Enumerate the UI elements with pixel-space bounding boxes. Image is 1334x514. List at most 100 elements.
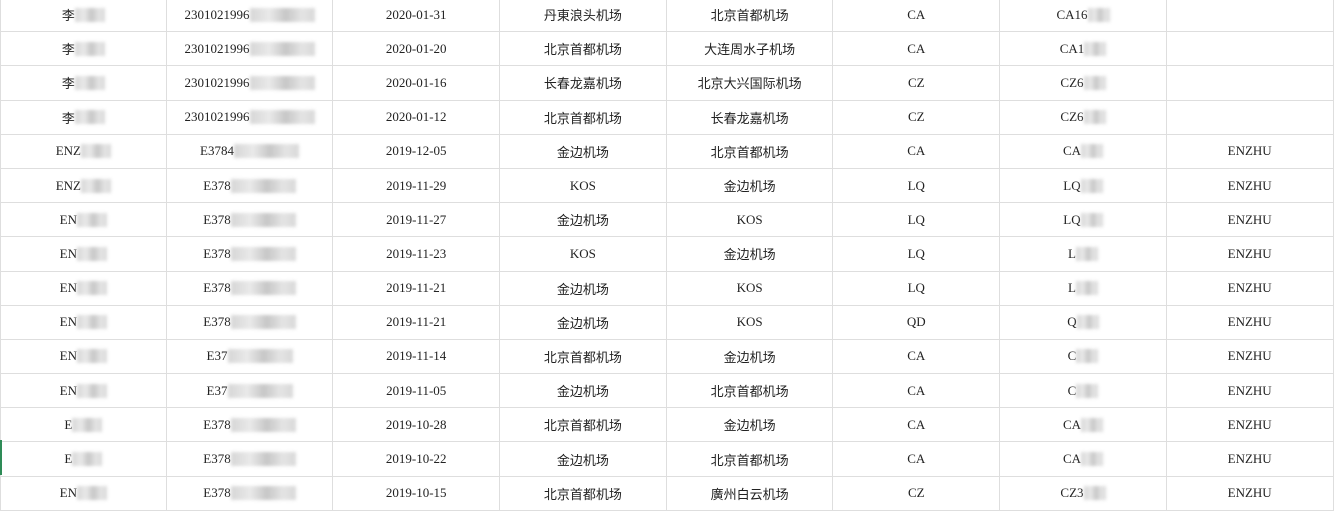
cell-flight[interactable]: LQ — [1000, 203, 1167, 237]
cell-airline[interactable]: LQ — [833, 168, 1001, 203]
cell-from[interactable]: 金边机场 — [500, 134, 667, 168]
cell-airline[interactable]: CZ — [833, 476, 1001, 510]
cell-flight[interactable]: C — [1000, 339, 1167, 374]
cell-date[interactable]: 2019-11-27 — [333, 203, 501, 237]
cell-to[interactable]: KOS — [667, 305, 834, 339]
cell-pinyin[interactable]: ENZHU — [1167, 408, 1334, 442]
cell-date[interactable]: 2020-01-20 — [333, 32, 501, 66]
cell-pinyin[interactable] — [1167, 100, 1334, 134]
cell-id[interactable]: E378 — [167, 168, 334, 203]
cell-id[interactable]: 2301021996 — [167, 32, 334, 66]
cell-from[interactable]: 北京首都机场 — [500, 100, 667, 134]
cell-name[interactable]: EN — [0, 271, 167, 305]
cell-from[interactable]: 金边机场 — [500, 271, 667, 305]
cell-name[interactable]: 李 — [0, 0, 167, 32]
cell-flight[interactable]: CA — [1000, 408, 1167, 442]
cell-to[interactable]: 金边机场 — [667, 339, 834, 374]
cell-id[interactable]: E3784 — [167, 134, 334, 168]
cell-date[interactable]: 2019-11-29 — [333, 168, 501, 203]
cell-date[interactable]: 2019-11-23 — [333, 237, 501, 271]
cell-airline[interactable]: CA — [833, 0, 1001, 32]
cell-date[interactable]: 2020-01-16 — [333, 66, 501, 100]
cell-name[interactable]: E — [0, 442, 167, 476]
cell-flight[interactable]: CZ6 — [1000, 66, 1167, 100]
cell-name[interactable]: EN — [0, 476, 167, 510]
cell-flight[interactable]: L — [1000, 237, 1167, 271]
cell-airline[interactable]: CA — [833, 408, 1001, 442]
cell-flight[interactable]: CA — [1000, 442, 1167, 476]
cell-from[interactable]: 北京首都机场 — [500, 476, 667, 510]
cell-airline[interactable]: CA — [833, 374, 1001, 408]
cell-pinyin[interactable] — [1167, 32, 1334, 66]
cell-airline[interactable]: CZ — [833, 66, 1001, 100]
cell-airline[interactable]: QD — [833, 305, 1001, 339]
cell-airline[interactable]: LQ — [833, 237, 1001, 271]
cell-id[interactable]: 2301021996 — [167, 0, 334, 32]
cell-date[interactable]: 2020-01-31 — [333, 0, 501, 32]
cell-flight[interactable]: LQ — [1000, 168, 1167, 203]
cell-pinyin[interactable]: ENZHU — [1167, 237, 1334, 271]
cell-name[interactable]: EN — [0, 305, 167, 339]
cell-date[interactable]: 2019-11-14 — [333, 339, 501, 374]
cell-id[interactable]: E378 — [167, 408, 334, 442]
cell-flight[interactable]: CA1 — [1000, 32, 1167, 66]
cell-date[interactable]: 2019-11-05 — [333, 374, 501, 408]
cell-id[interactable]: E378 — [167, 237, 334, 271]
cell-airline[interactable]: LQ — [833, 203, 1001, 237]
cell-flight[interactable]: CA — [1000, 134, 1167, 168]
cell-from[interactable]: 金边机场 — [500, 374, 667, 408]
cell-flight[interactable]: CZ3 — [1000, 476, 1167, 510]
cell-flight[interactable]: CA16 — [1000, 0, 1167, 32]
cell-pinyin[interactable]: ENZHU — [1167, 134, 1334, 168]
cell-id[interactable]: E37 — [167, 374, 334, 408]
cell-name[interactable]: 李 — [0, 66, 167, 100]
cell-pinyin[interactable]: ENZHU — [1167, 374, 1334, 408]
cell-from[interactable]: 金边机场 — [500, 203, 667, 237]
cell-id[interactable]: E37 — [167, 339, 334, 374]
cell-to[interactable]: 北京首都机场 — [667, 0, 834, 32]
cell-id[interactable]: E378 — [167, 271, 334, 305]
cell-date[interactable]: 2019-10-22 — [333, 442, 501, 476]
cell-from[interactable]: 北京首都机场 — [500, 408, 667, 442]
cell-name[interactable]: EN — [0, 203, 167, 237]
cell-id[interactable]: 2301021996 — [167, 100, 334, 134]
cell-to[interactable]: 北京首都机场 — [667, 134, 834, 168]
cell-from[interactable]: KOS — [500, 168, 667, 203]
cell-from[interactable]: KOS — [500, 237, 667, 271]
cell-date[interactable]: 2019-10-15 — [333, 476, 501, 510]
cell-flight[interactable]: CZ6 — [1000, 100, 1167, 134]
cell-to[interactable]: 金边机场 — [667, 237, 834, 271]
cell-flight[interactable]: L — [1000, 271, 1167, 305]
cell-to[interactable]: 北京首都机场 — [667, 374, 834, 408]
cell-from[interactable]: 长春龙嘉机场 — [500, 66, 667, 100]
cell-flight[interactable]: Q — [1000, 305, 1167, 339]
cell-airline[interactable]: CA — [833, 134, 1001, 168]
cell-pinyin[interactable] — [1167, 0, 1334, 32]
cell-date[interactable]: 2019-12-05 — [333, 134, 501, 168]
cell-pinyin[interactable]: ENZHU — [1167, 271, 1334, 305]
cell-flight[interactable]: C — [1000, 374, 1167, 408]
cell-pinyin[interactable]: ENZHU — [1167, 168, 1334, 203]
cell-from[interactable]: 北京首都机场 — [500, 339, 667, 374]
cell-name[interactable]: ENZ — [0, 134, 167, 168]
cell-id[interactable]: 2301021996 — [167, 66, 334, 100]
cell-id[interactable]: E378 — [167, 442, 334, 476]
cell-date[interactable]: 2019-11-21 — [333, 271, 501, 305]
cell-to[interactable]: 廣州白云机场 — [667, 476, 834, 510]
cell-name[interactable]: EN — [0, 339, 167, 374]
cell-from[interactable]: 北京首都机场 — [500, 32, 667, 66]
cell-name[interactable]: E — [0, 408, 167, 442]
cell-id[interactable]: E378 — [167, 305, 334, 339]
cell-to[interactable]: 大连周水子机场 — [667, 32, 834, 66]
cell-pinyin[interactable]: ENZHU — [1167, 203, 1334, 237]
cell-to[interactable]: KOS — [667, 271, 834, 305]
cell-from[interactable]: 丹東浪头机场 — [500, 0, 667, 32]
cell-pinyin[interactable]: ENZHU — [1167, 339, 1334, 374]
cell-name[interactable]: EN — [0, 374, 167, 408]
cell-pinyin[interactable]: ENZHU — [1167, 476, 1334, 510]
cell-date[interactable]: 2019-10-28 — [333, 408, 501, 442]
cell-name[interactable]: 李 — [0, 32, 167, 66]
cell-pinyin[interactable] — [1167, 66, 1334, 100]
cell-to[interactable]: 金边机场 — [667, 408, 834, 442]
cell-to[interactable]: 金边机场 — [667, 168, 834, 203]
